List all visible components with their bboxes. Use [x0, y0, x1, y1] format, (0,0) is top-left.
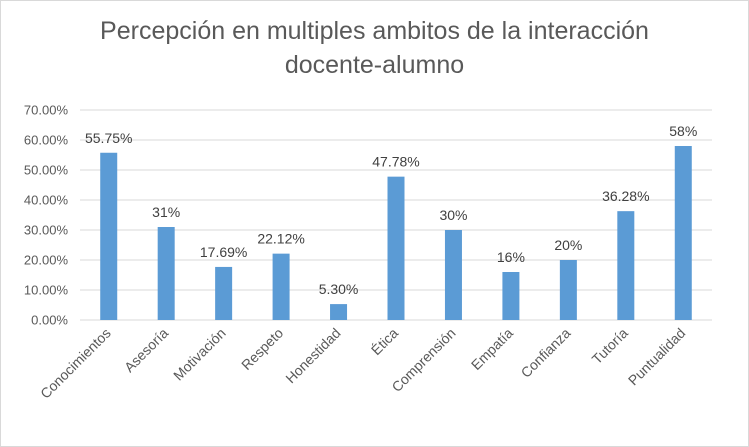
bar — [617, 211, 635, 320]
category-label: Tutoría — [589, 325, 631, 367]
y-tick-label: 50.00% — [24, 163, 69, 178]
bar — [100, 152, 118, 320]
category-label: Motivación — [170, 325, 229, 384]
bar — [215, 266, 233, 320]
chart-title-line-2: docente-alumno — [284, 51, 465, 79]
data-labels: 55.75% 31% 17.69% 22.12% 5.30% 47.78% 30% 16% 20… — [85, 123, 697, 297]
bar — [330, 304, 348, 320]
data-label: 5.30% — [319, 281, 359, 297]
y-tick-label: 10.00% — [24, 283, 69, 298]
data-label: 16% — [497, 249, 525, 265]
data-label: 22.12% — [257, 231, 304, 247]
chart-title: Percepción en multiples ambitos de la in… — [0, 14, 749, 82]
category-label: Conocimientos — [37, 325, 114, 402]
data-label: 17.69% — [200, 244, 247, 260]
category-label: Asesoría — [121, 325, 172, 376]
category-label: Ética — [368, 325, 401, 358]
data-label: 58% — [669, 123, 697, 139]
category-label: Honestidad — [282, 325, 343, 386]
y-tick-label: 20.00% — [24, 253, 69, 268]
category-label: Confianza — [518, 325, 574, 381]
y-tick-label: 70.00% — [24, 103, 69, 118]
bar — [559, 260, 577, 320]
bar — [502, 272, 520, 320]
y-tick-label: 0.00% — [31, 313, 68, 328]
category-label: Puntualidad — [625, 325, 689, 389]
bar — [387, 176, 405, 320]
y-tick-label: 40.00% — [24, 193, 69, 208]
bar — [444, 230, 462, 320]
bars — [100, 146, 692, 320]
bar — [272, 253, 290, 320]
data-label: 20% — [554, 237, 582, 253]
data-label: 36.28% — [602, 188, 649, 204]
chart-title-line-1: Percepción en multiples ambitos de la in… — [100, 17, 649, 45]
data-label: 30% — [439, 207, 467, 223]
bar — [157, 227, 175, 320]
data-label: 47.78% — [372, 154, 419, 170]
bar — [674, 146, 692, 320]
y-axis-tick-labels: 0.00% 10.00% 20.00% 30.00% 40.00% 50.00% 60.00… — [24, 103, 69, 328]
category-label: Respeto — [238, 325, 286, 373]
data-label: 55.75% — [85, 130, 132, 146]
category-label: Empatía — [468, 325, 516, 373]
y-tick-label: 60.00% — [24, 133, 69, 148]
y-tick-label: 30.00% — [24, 223, 69, 238]
data-label: 31% — [152, 204, 180, 220]
